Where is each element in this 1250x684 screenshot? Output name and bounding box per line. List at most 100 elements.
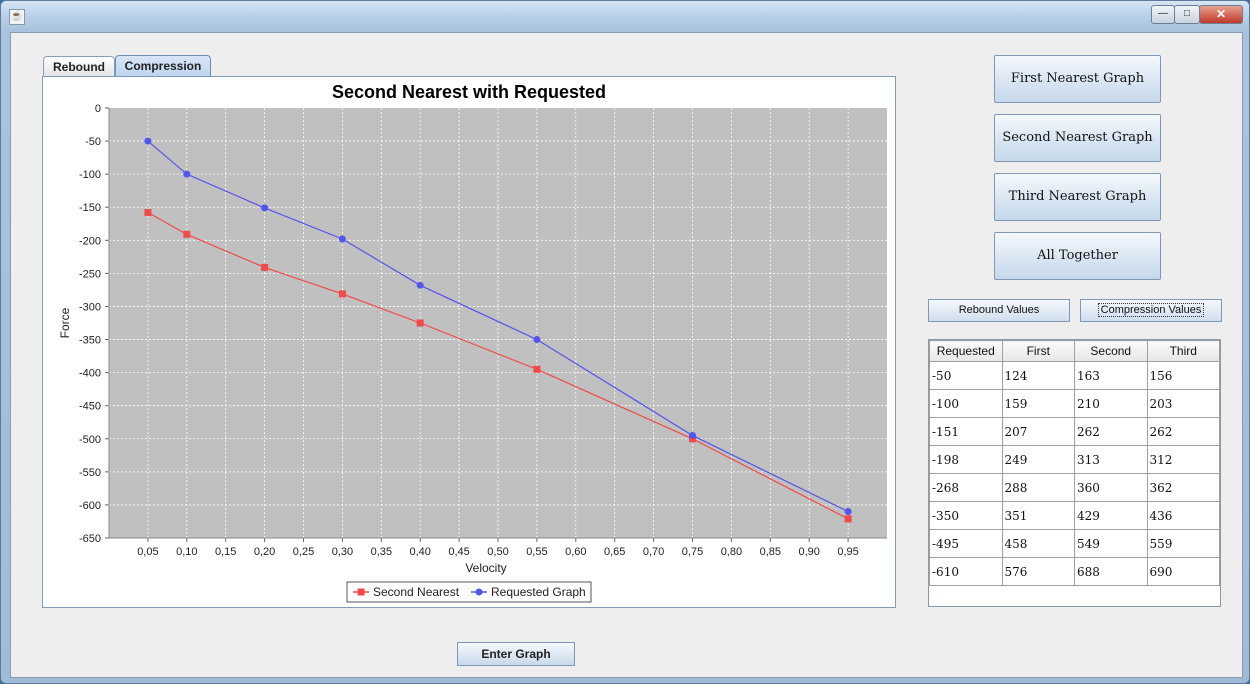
table-cell[interactable]: 249 [1001,445,1075,474]
column-header-requested[interactable]: Requested [929,340,1003,362]
x-tick-label: 0,60 [565,546,586,558]
y-tick-label: -300 [79,301,101,313]
table-cell[interactable]: -50 [929,361,1003,390]
table-row[interactable]: -50 124 163 156 [929,361,1220,390]
y-tick-label: -250 [79,268,101,280]
y-tick-label: -400 [79,368,101,380]
data-point [261,204,269,212]
table-cell[interactable]: 360 [1074,473,1148,502]
x-tick-label: 0,05 [137,546,158,558]
table-cell[interactable]: 458 [1001,529,1075,558]
column-header-first[interactable]: First [1001,340,1075,362]
table-cell[interactable]: -100 [929,389,1003,418]
y-tick-label: -100 [79,169,101,181]
table-cell[interactable]: -495 [929,529,1003,558]
table-row[interactable]: -100 159 210 203 [929,389,1220,418]
x-tick-label: 0,15 [215,546,236,558]
maximize-button[interactable]: □ [1174,5,1200,24]
table-cell[interactable]: -350 [929,501,1003,530]
second-nearest-graph-button[interactable]: Second Nearest Graph [994,114,1161,162]
series-line-1 [147,211,849,520]
compression-values-label: Compression Values [1097,303,1205,317]
table-cell[interactable]: 690 [1146,557,1220,586]
column-header-third[interactable]: Third [1146,340,1220,362]
table-cell[interactable]: 288 [1001,473,1075,502]
legend [346,581,592,603]
table-row[interactable]: -350 351 429 436 [929,501,1220,530]
first-nearest-graph-button[interactable]: First Nearest Graph [994,55,1161,103]
data-point [183,170,191,178]
x-tick-label: 0,85 [760,546,781,558]
tab-rebound[interactable]: Rebound [43,56,115,77]
table-row[interactable]: -610 576 688 690 [929,557,1220,586]
all-together-button[interactable]: All Together [994,232,1161,280]
table-cell[interactable]: 576 [1001,557,1075,586]
table-cell[interactable]: 312 [1146,445,1220,474]
rebound-values-button[interactable]: Rebound Values [928,299,1070,322]
column-header-second[interactable]: Second [1074,340,1148,362]
table-cell[interactable]: 262 [1074,417,1148,446]
table-cell[interactable]: 124 [1001,361,1075,390]
y-tick-label: -450 [79,401,101,413]
third-nearest-graph-button[interactable]: Third Nearest Graph [994,173,1161,221]
table-cell[interactable]: 688 [1074,557,1148,586]
table-cell[interactable]: 163 [1074,361,1148,390]
table-cell[interactable]: 313 [1074,445,1148,474]
data-point [416,319,424,327]
table-cell[interactable]: 351 [1001,501,1075,530]
data-point [689,431,696,439]
data-point [144,137,152,145]
x-tick-label: 0,25 [293,546,314,558]
data-point [844,515,852,523]
y-tick-label: -500 [79,434,101,446]
table-cell[interactable]: 559 [1146,529,1220,558]
minimize-button[interactable]: — [1151,5,1175,24]
table-cell[interactable]: 362 [1146,473,1220,502]
tab-compression[interactable]: Compression [115,55,211,78]
table-cell[interactable]: 159 [1001,389,1075,418]
table-cell[interactable]: -151 [929,417,1003,446]
table-cell[interactable]: -268 [929,473,1003,502]
table-cell[interactable]: 549 [1074,529,1148,558]
x-tick-label: 0,35 [371,546,392,558]
values-table[interactable]: Requested First Second Third -50 124 163 15… [928,339,1221,607]
table-cell[interactable]: 210 [1074,389,1148,418]
table-cell[interactable]: 156 [1146,361,1220,390]
table-cell[interactable]: 207 [1001,417,1075,446]
table-cell[interactable]: 203 [1146,389,1220,418]
y-tick-label: -650 [79,533,101,545]
title-bar[interactable]: ☕ — □ ✕ [1,1,1249,31]
y-tick-label: -550 [79,467,101,479]
table-row[interactable]: -198 249 313 312 [929,445,1220,474]
x-tick-label: 0,75 [682,546,703,558]
table-cell[interactable]: 436 [1146,501,1220,530]
series-line-2 [147,140,849,513]
y-tick-label: -50 [85,136,101,148]
y-tick-label: -150 [79,202,101,214]
table-row[interactable]: -268 288 360 362 [929,473,1220,502]
plot-area [109,108,887,538]
y-tick-label: 0 [95,103,101,115]
java-icon[interactable]: ☕ [9,9,25,25]
enter-graph-button[interactable]: Enter Graph [457,642,575,666]
close-button[interactable]: ✕ [1199,5,1243,24]
data-point [183,230,191,238]
line-chart: Second Nearest with Requested 0 -50 -100 -15… [58,82,887,603]
data-point [338,235,346,243]
x-tick-label: 0,50 [487,546,508,558]
y-tick-label: -600 [79,500,101,512]
x-tick-label: 0,40 [409,546,430,558]
table-row[interactable]: -151 207 262 262 [929,417,1220,446]
table-cell[interactable]: -198 [929,445,1003,474]
y-axis-label: Force [58,307,72,338]
x-tick-label: 0,95 [837,546,858,558]
chart-panel: Second Nearest with Requested 0 -50 -100 -15… [42,76,896,608]
data-point [144,209,152,217]
compression-values-button[interactable]: Compression Values [1080,299,1222,322]
table-cell[interactable]: 262 [1146,417,1220,446]
table-row[interactable]: -495 458 549 559 [929,529,1220,558]
y-tick-label: -350 [79,335,101,347]
table-cell[interactable]: 429 [1074,501,1148,530]
table-cell[interactable]: -610 [929,557,1003,586]
